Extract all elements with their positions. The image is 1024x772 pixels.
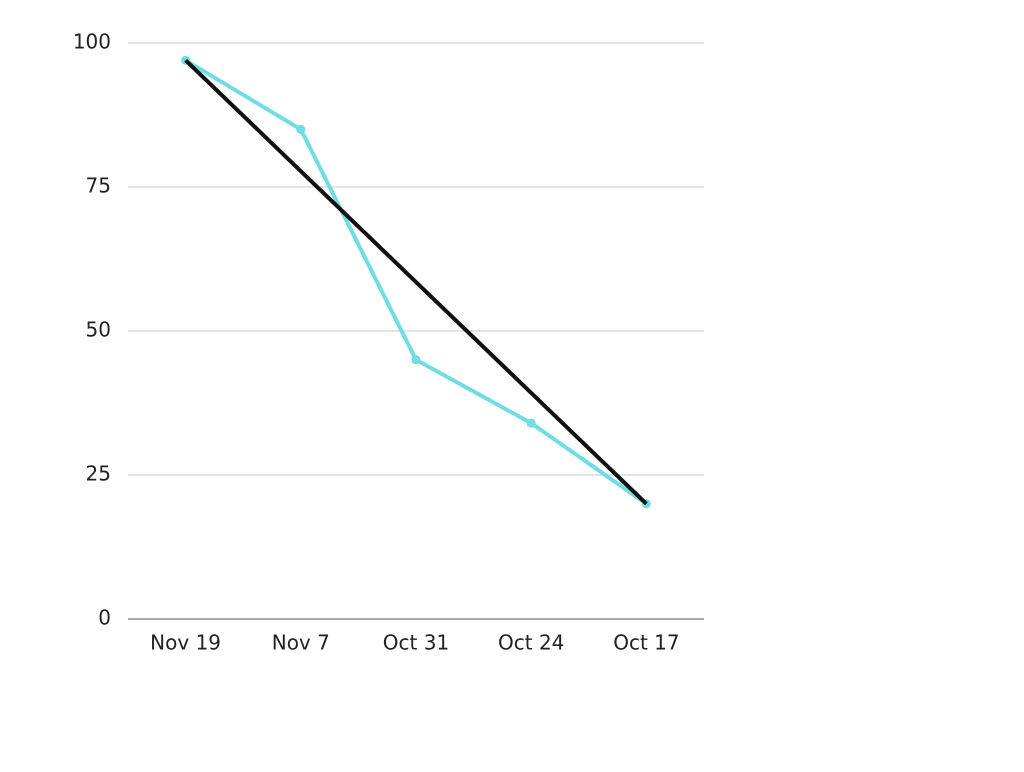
y-tick-label: 100 <box>73 30 111 54</box>
y-tick-label: 75 <box>86 174 111 198</box>
x-tick-label: Oct 17 <box>613 631 679 655</box>
x-tick-label: Oct 31 <box>383 631 449 655</box>
series-line <box>184 58 648 506</box>
point <box>296 124 306 134</box>
point <box>411 355 421 365</box>
y-tick-label: 50 <box>86 318 111 342</box>
x-tick-label: Nov 19 <box>150 631 221 655</box>
y-tick-label: 25 <box>86 462 111 486</box>
x-tick-label: Oct 24 <box>498 631 564 655</box>
y-tick-label: 0 <box>98 606 111 630</box>
point <box>526 418 536 428</box>
x-tick-label: Nov 7 <box>272 631 330 655</box>
